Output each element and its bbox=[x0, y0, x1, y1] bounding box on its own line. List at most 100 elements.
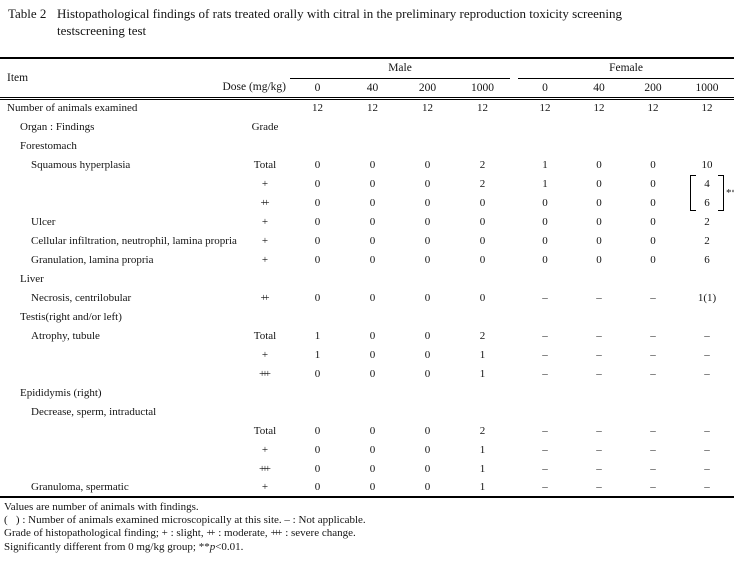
value-cell: 2 bbox=[704, 234, 710, 247]
group-gap-spacer bbox=[510, 58, 518, 78]
footnote: Values are number of animals with findin… bbox=[4, 501, 734, 514]
value-cell: – bbox=[596, 367, 602, 380]
value-cell: 12 bbox=[647, 102, 659, 115]
group-gap-spacer bbox=[510, 117, 518, 136]
value-cell bbox=[626, 117, 680, 136]
value-cell bbox=[400, 136, 455, 155]
group-gap-spacer bbox=[510, 155, 518, 174]
row-label: Ulcer bbox=[31, 215, 56, 228]
title-line-2: testscreening test bbox=[57, 23, 147, 38]
grade-symbol: +++ bbox=[270, 527, 282, 540]
table-row: Testis(right and/or left) bbox=[0, 307, 734, 326]
footnote-text: Significantly different from 0 mg/kg gro… bbox=[4, 540, 210, 553]
value-cell bbox=[680, 383, 734, 402]
table-row: Granuloma, spermatic +0 0 0 1– – – – bbox=[0, 478, 734, 498]
value-cell: 0 bbox=[424, 291, 431, 304]
grade-cell bbox=[240, 402, 290, 421]
value-cell: 0 bbox=[369, 462, 376, 475]
value-cell bbox=[290, 402, 345, 421]
footnotes: Values are number of animals with findin… bbox=[4, 501, 734, 554]
value-cell: 0 bbox=[345, 478, 400, 498]
value-cell: 0 bbox=[424, 234, 431, 247]
group-gap-spacer bbox=[510, 193, 518, 212]
value-cell: 10 bbox=[701, 158, 713, 171]
footnote-text: Values are number of animals with findin… bbox=[4, 501, 199, 513]
title-line-1: Histopathological findings of rats treat… bbox=[57, 6, 622, 21]
value-cell bbox=[455, 136, 510, 155]
value-cell bbox=[680, 307, 734, 326]
value-cell: 12 bbox=[593, 102, 605, 115]
grade-column-header-spacer bbox=[240, 58, 290, 78]
row-label bbox=[0, 421, 240, 440]
footnote: Grade of histopathological finding; + : … bbox=[4, 527, 734, 540]
table-row: +0 0 0 2 1 0 0 4** bbox=[0, 174, 734, 211]
row-label: Number of animals examined bbox=[7, 102, 138, 115]
table-row: Necrosis, centrilobular ++ 0 0 0 0 – – – 1(1) bbox=[0, 288, 734, 307]
footnote-text: ( ) : Number of animals examined microsc… bbox=[4, 514, 366, 527]
value-cell: – bbox=[680, 478, 734, 498]
value-cell: 0 bbox=[369, 215, 376, 228]
value-cell bbox=[345, 269, 400, 288]
value-cell bbox=[345, 307, 400, 326]
male-group-header: Male bbox=[290, 58, 511, 79]
value-cell: 1 bbox=[314, 329, 321, 342]
grade-cell: ++ bbox=[240, 288, 290, 307]
value-cell: 12 bbox=[422, 102, 433, 115]
grade-cell bbox=[240, 269, 290, 288]
grade-cell: Total bbox=[253, 329, 277, 342]
value-cell: 0 bbox=[424, 329, 431, 342]
footnote-text: : severe change. bbox=[282, 527, 356, 540]
value-cell bbox=[518, 383, 572, 402]
row-label: Granulation, lamina propria bbox=[31, 253, 154, 266]
value-cell: 0 bbox=[650, 234, 656, 247]
value-cell bbox=[680, 269, 734, 288]
table-row: Forestomach bbox=[0, 136, 734, 155]
group-gap-spacer bbox=[510, 78, 519, 100]
value-cell bbox=[290, 383, 345, 402]
table-row: Organ : Findings Grade bbox=[0, 117, 734, 136]
value-cell: 12 bbox=[539, 102, 551, 115]
value-cell: 0 bbox=[650, 253, 656, 266]
grade-cell: Total bbox=[253, 424, 277, 437]
row-label: Necrosis, centrilobular bbox=[31, 291, 132, 304]
grade-cell: + bbox=[261, 177, 269, 190]
value-cell: – bbox=[704, 329, 710, 342]
value-cell: 0 bbox=[424, 215, 431, 228]
value-cell: 1 bbox=[314, 348, 321, 361]
table-row: ++ 0 0 0 0 0 0 0 6 bbox=[0, 193, 734, 212]
table-row: Epididymis (right) bbox=[0, 383, 734, 402]
value-cell: – bbox=[572, 478, 627, 498]
table-number: Table 2 bbox=[8, 6, 47, 21]
dose-value: 1000 bbox=[455, 78, 511, 100]
grade-cell: +++ bbox=[240, 459, 290, 478]
grade-cell bbox=[240, 98, 290, 117]
table-body: Number of animals examined 12 12 12 12 12 12 12… bbox=[0, 98, 734, 498]
group-gap-spacer bbox=[510, 326, 518, 345]
footnote-text: : moderate, bbox=[215, 527, 271, 540]
value-cell: 0 bbox=[479, 215, 486, 228]
value-cell: 0 bbox=[596, 158, 602, 171]
value-cell: 0 bbox=[314, 234, 321, 247]
table-title: Table 2 Histopathological findings of ra… bbox=[8, 5, 730, 39]
grade-cell bbox=[240, 136, 290, 155]
value-cell: – bbox=[542, 462, 548, 475]
grade-severe-symbol: +++ bbox=[258, 367, 271, 380]
table-head: Item Male Female Dose (mg/kg) 0 40 200 1… bbox=[0, 58, 734, 100]
value-cell: 0 bbox=[314, 158, 321, 171]
value-cell bbox=[572, 402, 626, 421]
dose-value: 40 bbox=[345, 78, 400, 100]
value-cell bbox=[680, 136, 734, 155]
value-cell: 0 bbox=[650, 215, 656, 228]
row-label: Forestomach bbox=[20, 139, 77, 152]
grade-cell bbox=[240, 383, 290, 402]
table-row: Number of animals examined 12 12 12 12 12 12 12… bbox=[0, 98, 734, 117]
value-cell bbox=[455, 383, 510, 402]
value-cell: 1(1) bbox=[697, 291, 717, 304]
value-cell: 1 bbox=[479, 443, 486, 456]
value-cell: 0 bbox=[650, 177, 656, 190]
row-label: Epididymis (right) bbox=[20, 386, 102, 399]
value-cell: – bbox=[542, 443, 548, 456]
dose-label: Dose (mg/kg) bbox=[222, 81, 286, 94]
group-gap-spacer bbox=[510, 288, 518, 307]
value-cell: 0 bbox=[424, 348, 431, 361]
